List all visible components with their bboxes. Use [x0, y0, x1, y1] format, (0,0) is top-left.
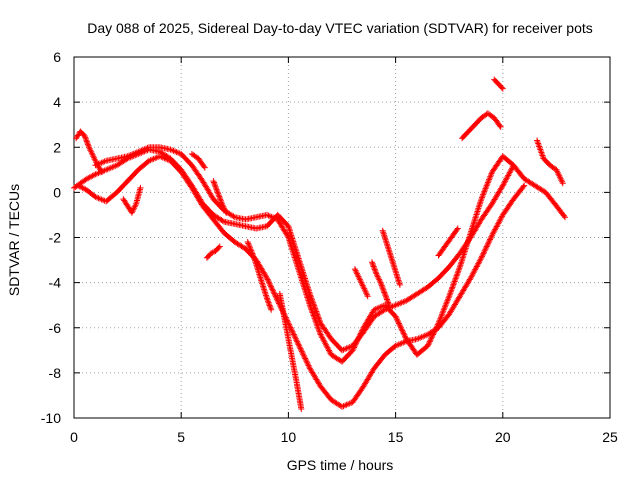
series-segment-k	[435, 225, 461, 259]
y-tick-label: 4	[53, 94, 61, 110]
y-tick-label: -4	[49, 275, 62, 291]
marker-path	[73, 128, 105, 176]
marker-path	[491, 76, 506, 92]
series-segment-e	[210, 178, 230, 216]
series-segment-h	[351, 266, 371, 300]
tick-marks	[73, 56, 611, 419]
series-segment-i	[369, 259, 393, 309]
x-tick-label: 20	[495, 429, 511, 445]
series-segment-d	[203, 243, 223, 261]
series-segment-c	[188, 151, 208, 171]
chart-title: Day 088 of 2025, Sidereal Day-to-day VTE…	[87, 20, 593, 36]
x-tick-label: 0	[70, 429, 78, 445]
series-segment-a	[73, 128, 105, 176]
series-segment-b	[120, 184, 144, 216]
marker-path	[459, 110, 504, 142]
y-tick-label: -6	[49, 320, 62, 336]
y-axis-label: SDTVAR / TECUs	[6, 184, 22, 296]
y-tick-label: 2	[53, 139, 61, 155]
marker-path	[369, 259, 393, 309]
tick-labels: 0 5 10 15 20 25 -10 -8 -6 -4 -2 0 2 4 6	[41, 49, 618, 445]
x-tick-label: 25	[602, 429, 618, 445]
marker-path	[203, 243, 223, 261]
marker-path	[120, 184, 144, 216]
marker-path	[351, 266, 371, 300]
y-tick-label: 0	[53, 184, 61, 200]
x-tick-label: 5	[177, 429, 185, 445]
marker-path	[534, 137, 566, 187]
x-tick-label: 15	[388, 429, 404, 445]
series-segment-l	[459, 110, 504, 142]
series-segment-g	[276, 290, 305, 412]
marker-path	[188, 151, 208, 171]
y-tick-label: -10	[41, 410, 61, 426]
marker-path	[210, 178, 230, 216]
y-tick-label: -2	[49, 230, 62, 246]
grid-lines	[74, 57, 610, 418]
series-segment-f	[244, 239, 275, 313]
series-segment-n	[534, 137, 566, 187]
marker-path	[276, 290, 305, 412]
data-points	[71, 76, 568, 412]
y-tick-label: -8	[49, 365, 62, 381]
x-axis-label: GPS time / hours	[287, 457, 394, 473]
marker-path	[435, 225, 461, 259]
y-tick-label: 6	[53, 49, 61, 65]
marker-path	[244, 239, 275, 313]
marker-path	[379, 227, 403, 288]
series-segment-j	[379, 227, 403, 288]
series-segment-m	[491, 76, 506, 92]
x-tick-label: 10	[281, 429, 297, 445]
